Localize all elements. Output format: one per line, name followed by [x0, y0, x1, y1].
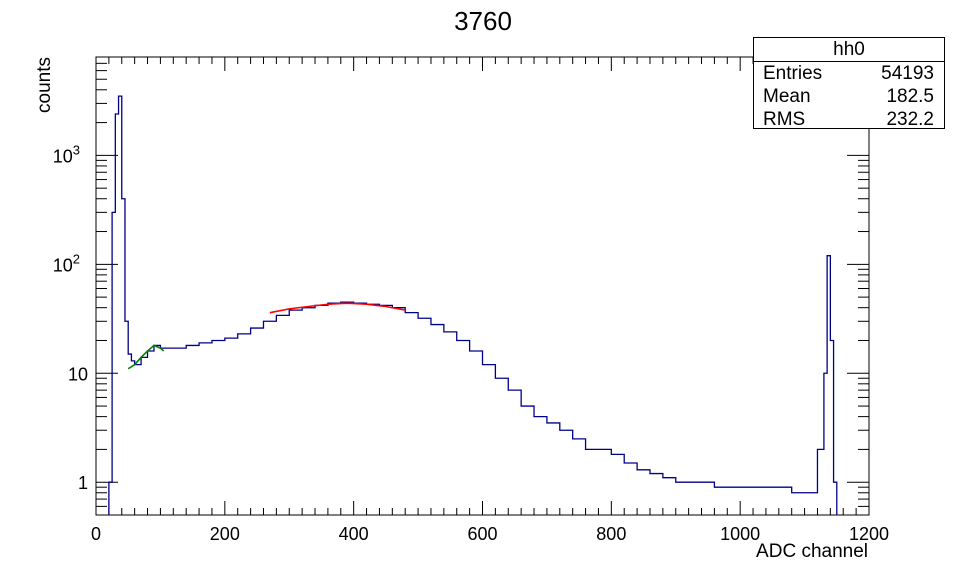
- y-axis-label: counts: [34, 57, 55, 113]
- stats-value: 54193: [881, 63, 934, 84]
- stats-key: Entries: [763, 63, 823, 84]
- axis-tick-labels: 0 200 400 600 800 1000 1200 1 10 102 103: [53, 142, 889, 544]
- y-tick-label: 1: [78, 473, 88, 493]
- x-tick-label: 1000: [720, 524, 760, 544]
- x-tick-label: 0: [91, 524, 101, 544]
- x-tick-label: 200: [210, 524, 240, 544]
- x-axis-label: ADC channel: [756, 541, 868, 562]
- stats-key: Mean: [763, 86, 811, 107]
- x-tick-label: 1200: [849, 524, 889, 544]
- stats-box-title: hh0: [754, 38, 944, 62]
- y-tick-label: 103: [53, 142, 80, 166]
- stats-value: 182.5: [886, 86, 934, 107]
- series-2-line: [269, 302, 406, 314]
- stats-value: 232.2: [886, 109, 934, 130]
- series-1-line: [127, 344, 165, 370]
- x-tick-label: 800: [596, 524, 626, 544]
- series-layer: [108, 95, 838, 515]
- x-tick-label: 400: [339, 524, 369, 544]
- x-tick-label: 600: [467, 524, 497, 544]
- series-0-line: [108, 95, 838, 515]
- stats-key: RMS: [763, 109, 806, 130]
- y-tick-label: 10: [68, 364, 88, 384]
- stats-row-mean: Mean 182.5: [754, 85, 944, 108]
- stats-row-rms: RMS 232.2: [754, 108, 944, 131]
- stats-box: hh0 Entries 54193 Mean 182.5 RMS 232.2: [753, 37, 945, 131]
- y-tick-label: 102: [53, 251, 80, 275]
- stats-row-entries: Entries 54193: [754, 62, 944, 85]
- chart-title: 3760: [454, 6, 512, 36]
